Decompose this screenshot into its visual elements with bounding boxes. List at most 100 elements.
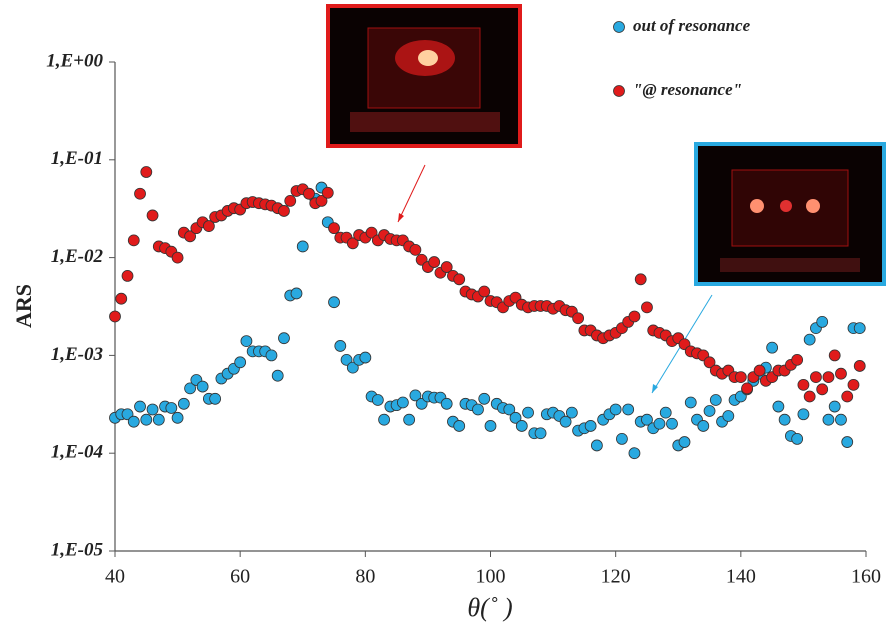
data-point — [328, 296, 340, 309]
data-point — [328, 222, 340, 235]
data-point — [703, 356, 716, 369]
data-point — [659, 406, 672, 419]
data-point — [472, 403, 484, 416]
data-point — [146, 209, 159, 222]
legend-marker — [613, 21, 625, 33]
legend-label: out of resonance — [633, 16, 751, 35]
data-point — [828, 400, 841, 413]
data-point — [440, 261, 453, 273]
data-point — [346, 237, 359, 250]
data-point — [628, 310, 641, 323]
data-point — [152, 413, 165, 426]
data-point — [140, 413, 153, 426]
data-point — [628, 447, 641, 460]
data-point — [296, 240, 309, 253]
x-axis-label: θ(˚ ) — [467, 593, 512, 622]
data-point — [722, 410, 735, 422]
data-point — [234, 356, 247, 369]
arrow-head — [398, 213, 404, 222]
data-point — [797, 408, 810, 421]
inset-photo-off-resonance — [694, 142, 886, 286]
data-point — [440, 397, 453, 410]
data-point — [109, 310, 121, 323]
data-point — [202, 220, 215, 232]
data-point — [171, 251, 184, 264]
data-point — [559, 415, 572, 428]
data-point — [265, 349, 278, 362]
data-point — [509, 411, 522, 424]
x-tick-label: 160 — [851, 566, 881, 588]
data-point — [127, 415, 140, 428]
data-point — [697, 420, 710, 432]
inset-photo-resonance — [326, 4, 522, 148]
data-point — [409, 243, 422, 256]
x-tick-label: 140 — [726, 566, 756, 588]
data-point — [484, 420, 497, 432]
arrow-head — [652, 384, 658, 393]
data-point — [828, 349, 841, 362]
data-point — [134, 400, 146, 413]
data-point — [684, 396, 697, 409]
data-point — [340, 353, 353, 366]
data-point — [396, 396, 409, 409]
data-point — [453, 420, 466, 432]
data-point — [478, 392, 491, 405]
data-point — [797, 378, 810, 391]
data-point — [753, 364, 766, 377]
data-point — [346, 361, 359, 374]
data-point — [209, 392, 222, 405]
data-point — [315, 194, 328, 207]
data-point — [290, 287, 303, 300]
data-point — [835, 413, 847, 426]
data-point — [303, 187, 315, 200]
data-point — [666, 417, 678, 430]
legend-label: "@ resonance" — [633, 80, 742, 99]
data-point — [803, 390, 816, 403]
data-point — [321, 186, 334, 199]
data-point — [584, 420, 597, 432]
data-point — [810, 371, 822, 383]
data-point — [766, 341, 779, 354]
data-point — [371, 394, 384, 406]
data-point — [816, 383, 829, 396]
y-tick-label: 1,E+00 — [46, 50, 103, 71]
data-point — [791, 353, 804, 366]
data-point — [803, 333, 816, 346]
data-point — [278, 205, 290, 217]
data-point — [778, 413, 791, 426]
x-tick-label: 120 — [601, 566, 631, 588]
data-point — [503, 403, 516, 416]
y-tick-label: 1,E-04 — [51, 442, 103, 463]
data-point — [515, 420, 528, 432]
data-point — [403, 413, 416, 426]
data-point — [847, 378, 860, 391]
data-point — [140, 166, 153, 178]
data-point — [772, 400, 785, 413]
data-point — [816, 316, 829, 328]
data-point — [127, 234, 140, 247]
y-axis-label: ARS — [11, 284, 36, 328]
data-point — [171, 411, 184, 424]
data-point — [822, 371, 835, 383]
data-point — [709, 394, 722, 406]
data-point — [734, 371, 747, 383]
data-point — [678, 436, 691, 448]
data-point — [565, 406, 578, 419]
data-point — [653, 417, 666, 430]
x-tick-label: 40 — [105, 566, 125, 588]
data-point — [841, 436, 854, 448]
data-point — [822, 413, 835, 426]
data-point — [791, 433, 804, 445]
data-point — [453, 273, 466, 286]
data-point — [522, 406, 534, 419]
data-point — [703, 405, 716, 417]
data-point — [572, 312, 585, 325]
legend-marker — [613, 85, 625, 97]
data-point — [240, 335, 253, 348]
data-point — [590, 439, 603, 452]
data-point — [634, 273, 647, 286]
data-point — [409, 389, 422, 402]
data-point — [616, 433, 628, 445]
data-point — [134, 187, 146, 200]
